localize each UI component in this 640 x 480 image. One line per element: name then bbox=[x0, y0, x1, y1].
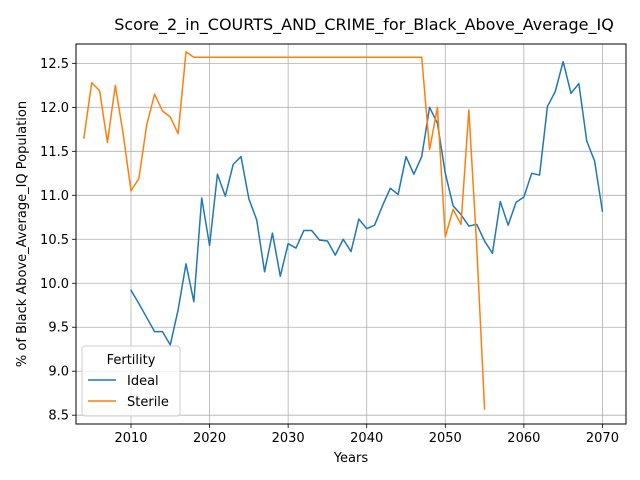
x-tick-label: 2040 bbox=[350, 431, 383, 446]
x-axis: 2010 2020 2030 2040 2050 2060 2070 bbox=[114, 424, 619, 446]
y-tick-label: 12.0 bbox=[40, 101, 69, 116]
legend-label-sterile: Sterile bbox=[127, 395, 169, 410]
y-tick-label: 12.5 bbox=[40, 57, 69, 72]
x-tick-label: 2030 bbox=[272, 431, 305, 446]
series-line-ideal bbox=[129, 60, 604, 346]
y-tick-label: 11.0 bbox=[40, 189, 69, 204]
y-tick-label: 8.5 bbox=[48, 409, 69, 424]
y-tick-label: 10.5 bbox=[40, 233, 69, 248]
legend-box bbox=[81, 345, 181, 417]
y-tick-label: 11.5 bbox=[40, 145, 69, 160]
y-tick-label: 9.0 bbox=[48, 365, 69, 380]
legend-title: Fertility bbox=[107, 353, 156, 368]
x-tick-label: 2020 bbox=[193, 431, 226, 446]
y-axis: 8.5 9.0 9.5 10.0 10.5 11.0 11.5 12.0 12.5 bbox=[40, 57, 76, 424]
y-tick-label: 9.5 bbox=[48, 321, 69, 336]
chart-title: Score_2_in_COURTS_AND_CRIME_for_Black_Ab… bbox=[114, 15, 614, 35]
x-axis-title: Years bbox=[333, 451, 369, 466]
x-tick-label: 2060 bbox=[507, 431, 540, 446]
legend-label-ideal: Ideal bbox=[127, 374, 159, 389]
y-tick-label: 10.0 bbox=[40, 277, 69, 292]
x-tick-label: 2050 bbox=[429, 431, 462, 446]
plot-frame bbox=[75, 43, 627, 425]
legend: Fertility Ideal Sterile bbox=[81, 345, 181, 417]
x-tick-label: 2010 bbox=[114, 431, 147, 446]
series-lines bbox=[83, 51, 604, 410]
x-tick-label: 2070 bbox=[586, 431, 619, 446]
series-line-sterile bbox=[83, 51, 486, 410]
y-axis-title: % of Black Above_Average_IQ Population bbox=[15, 101, 30, 367]
